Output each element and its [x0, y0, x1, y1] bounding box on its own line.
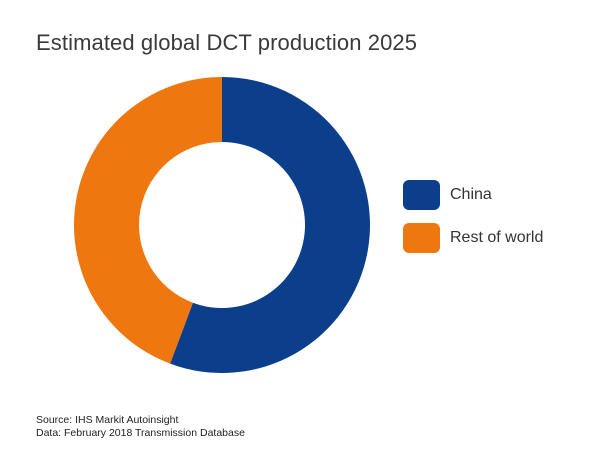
legend-label-china: China: [450, 186, 492, 203]
chart-title: Estimated global DCT production 2025: [36, 30, 418, 55]
legend-swatch-rest-of-world: [403, 223, 440, 253]
legend-item-rest-of-world: Rest of world: [403, 223, 543, 253]
legend-label-rest-of-world: Rest of world: [450, 229, 544, 246]
source-line: Source: IHS Markit Autoinsight: [36, 414, 179, 426]
legend-item-china: China: [403, 180, 543, 210]
donut-slices: [74, 77, 371, 373]
slice-china: [170, 77, 371, 373]
legend-swatch-china: [403, 180, 440, 210]
source-note: Source: IHS Markit Autoinsight Data: Feb…: [36, 414, 245, 440]
slice-rest-of-world: [74, 77, 222, 364]
data-line: Data: February 2018 Transmission Databas…: [36, 427, 245, 439]
legend: China Rest of world: [403, 180, 543, 266]
